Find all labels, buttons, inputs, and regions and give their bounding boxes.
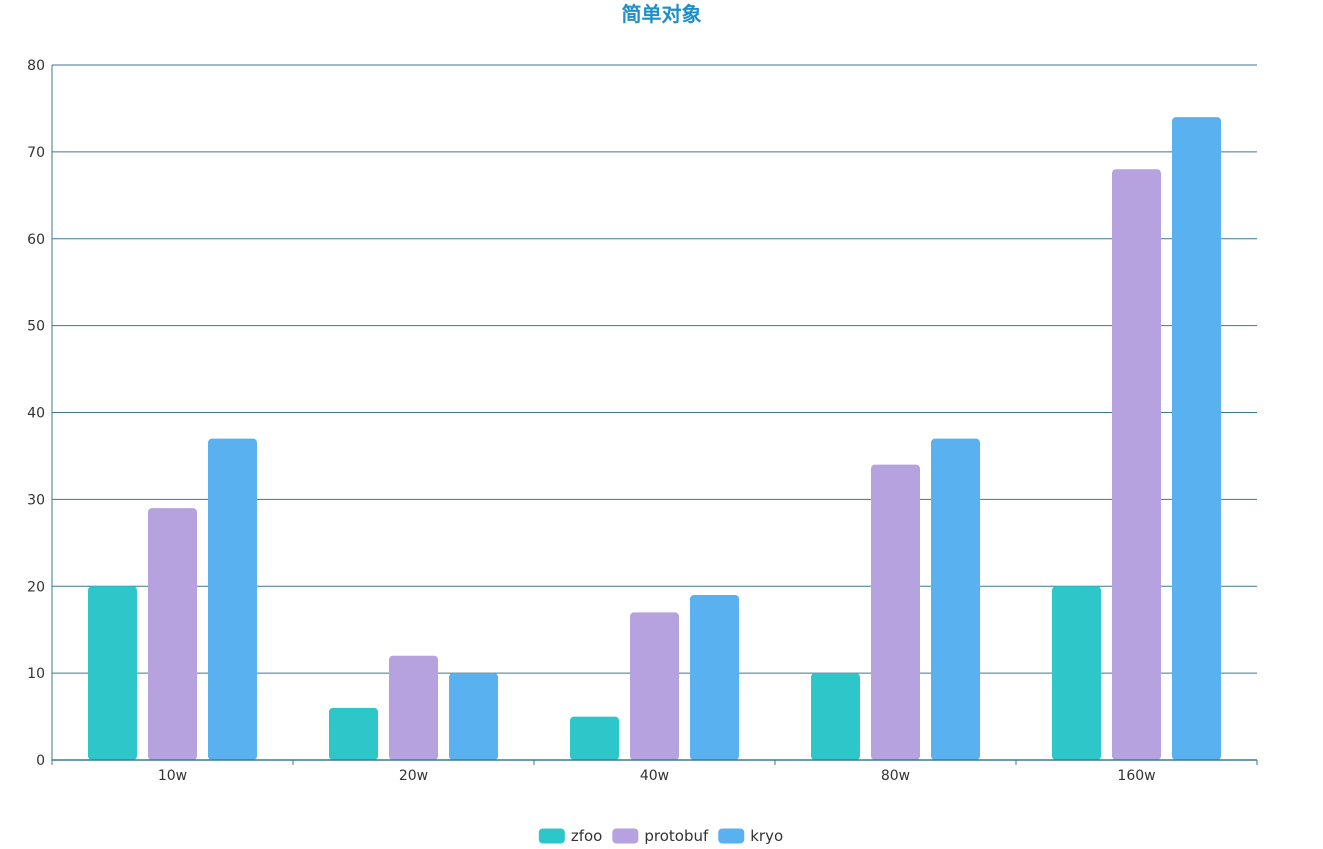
bars-layer <box>88 117 1221 760</box>
bar-kryo-20w[interactable] <box>449 673 498 760</box>
x-tick-label: 40w <box>640 768 669 784</box>
chart-title: 简单对象 <box>621 2 702 26</box>
legend-item-kryo[interactable]: kryo <box>718 827 783 845</box>
legend-item-zfoo[interactable]: zfoo <box>538 827 603 845</box>
x-tick-label: 80w <box>881 768 910 784</box>
legend-label: kryo <box>750 827 783 845</box>
bar-zfoo-80w[interactable] <box>811 673 860 760</box>
bar-kryo-80w[interactable] <box>931 438 980 760</box>
bar-protobuf-10w[interactable] <box>148 508 197 760</box>
legend-swatch <box>718 828 745 844</box>
legend-item-protobuf[interactable]: protobuf <box>612 827 709 845</box>
bar-protobuf-160w[interactable] <box>1112 169 1161 760</box>
y-tick-label: 80 <box>27 58 45 74</box>
y-tick-label: 60 <box>27 232 45 248</box>
bar-protobuf-40w[interactable] <box>630 612 679 760</box>
y-tick-label: 10 <box>27 666 45 682</box>
y-tick-label: 0 <box>36 753 45 769</box>
y-tick-label: 70 <box>27 145 45 161</box>
bar-zfoo-10w[interactable] <box>88 586 137 760</box>
bar-protobuf-80w[interactable] <box>871 464 920 760</box>
bar-zfoo-40w[interactable] <box>570 716 619 760</box>
axis-layer: 0 10 20 30 40 50 60 70 80 10w 20w 40w 80w 160w <box>27 58 1258 784</box>
y-tick-label: 50 <box>27 319 45 335</box>
x-tick-label: 160w <box>1117 768 1155 784</box>
bar-kryo-160w[interactable] <box>1172 117 1221 760</box>
legend-swatch <box>612 828 639 844</box>
y-tick-label: 20 <box>27 579 45 595</box>
legend-label: zfoo <box>571 827 603 845</box>
legend-label: protobuf <box>644 827 709 845</box>
legend[interactable]: zfoo protobuf kryo <box>538 827 783 845</box>
y-tick-label: 30 <box>27 492 45 508</box>
x-tick-label: 20w <box>399 768 428 784</box>
x-tick-label: 10w <box>158 768 187 784</box>
y-tick-label: 40 <box>27 406 45 422</box>
bar-zfoo-160w[interactable] <box>1052 586 1101 760</box>
legend-swatch <box>538 828 565 844</box>
bar-protobuf-20w[interactable] <box>389 655 438 760</box>
bar-kryo-40w[interactable] <box>690 594 739 760</box>
bar-kryo-10w[interactable] <box>208 438 257 760</box>
bar-zfoo-20w[interactable] <box>329 707 378 760</box>
